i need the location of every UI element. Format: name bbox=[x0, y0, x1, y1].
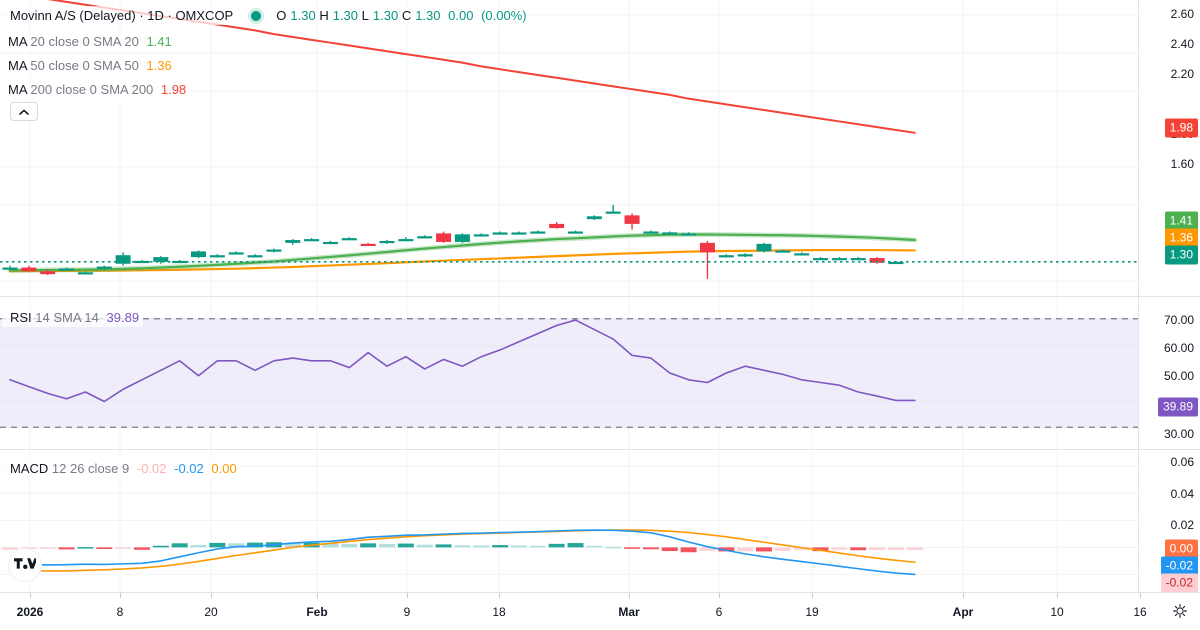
ma50-value: 1.36 bbox=[146, 58, 172, 73]
macd-hist-value: -0.02 bbox=[136, 461, 167, 476]
time-tick: 8 bbox=[116, 605, 124, 619]
rsi-value: 39.89 bbox=[106, 310, 140, 325]
ma200-price-badge: 1.98 bbox=[1164, 118, 1198, 138]
tradingview-logo-icon bbox=[14, 558, 36, 570]
symbol-legend[interactable]: Movinn A/S (Delayed) · 1D · OMXCOP O 1.30… bbox=[2, 6, 531, 25]
rsi-value-badge: 39.89 bbox=[1157, 397, 1198, 417]
time-tick-mark bbox=[963, 593, 964, 598]
time-tick-mark bbox=[812, 593, 813, 598]
macd-line-value: -0.02 bbox=[174, 461, 204, 476]
time-tick: 16 bbox=[1133, 605, 1147, 619]
price-tick: 1.60 bbox=[1170, 157, 1194, 171]
chart-settings-button[interactable] bbox=[1168, 599, 1192, 623]
ma20-name: MA bbox=[8, 34, 27, 49]
ma200-value: 1.98 bbox=[160, 82, 187, 97]
ohlc-high-value: 1.30 bbox=[332, 8, 359, 23]
ohlc-high-label: H bbox=[319, 8, 329, 23]
macd-pane[interactable] bbox=[0, 450, 1138, 592]
chevron-up-icon bbox=[19, 108, 29, 115]
macd-legend[interactable]: MACD 12 26 close 9 -0.02 -0.02 0.00 bbox=[2, 459, 241, 478]
time-tick: Feb bbox=[306, 605, 328, 619]
market-status-dot bbox=[250, 11, 261, 21]
ma200-legend[interactable]: MA 200 close 0 SMA 200 1.98 bbox=[0, 81, 192, 99]
macd-signal-value: 0.00 bbox=[211, 461, 237, 476]
scale-separator-2 bbox=[1138, 449, 1200, 450]
price-tick: 2.40 bbox=[1170, 37, 1194, 51]
ma50-name: MA bbox=[8, 58, 27, 73]
macd-hist-badge: -0.02 bbox=[1160, 573, 1198, 593]
time-tick: 20 bbox=[204, 605, 218, 619]
ohlc-values: O 1.30 H 1.30 L 1.30 C 1.30 0.00 (0.00%) bbox=[276, 8, 526, 23]
time-tick-mark bbox=[1140, 593, 1141, 598]
time-tick-mark bbox=[211, 593, 212, 598]
time-tick: Mar bbox=[618, 605, 640, 619]
rsi-tick: 30.00 bbox=[1163, 427, 1194, 441]
ohlc-low-value: 1.30 bbox=[372, 8, 399, 23]
rsi-tick: 70.00 bbox=[1163, 313, 1194, 327]
ohlc-change: 0.00 bbox=[448, 8, 474, 23]
pane-separator-1 bbox=[0, 296, 1138, 297]
time-tick-mark bbox=[120, 593, 121, 598]
time-tick-mark bbox=[629, 593, 630, 598]
time-scale[interactable]: 2026 8 20 Feb 9 18 Mar 6 19 Apr 10 16 bbox=[0, 592, 1200, 630]
macd-tick: 0.06 bbox=[1170, 455, 1194, 469]
macd-line-badge: -0.02 bbox=[1160, 556, 1198, 576]
rsi-legend[interactable]: RSI 14 SMA 14 39.89 bbox=[2, 308, 144, 327]
ohlc-close-label: C bbox=[401, 8, 412, 23]
ma20-legend[interactable]: MA 20 close 0 SMA 20 1.41 bbox=[0, 33, 177, 51]
time-tick-mark bbox=[317, 593, 318, 598]
macd-args: 12 26 close 9 bbox=[51, 461, 130, 476]
time-tick-mark bbox=[719, 593, 720, 598]
macd-tick: 0.02 bbox=[1170, 518, 1194, 532]
tradingview-logo[interactable] bbox=[8, 548, 42, 582]
ma50-args: 50 close 0 SMA 50 bbox=[30, 58, 139, 73]
last-price-badge: 1.30 bbox=[1164, 245, 1198, 265]
time-tick: 6 bbox=[715, 605, 723, 619]
ma20-value: 1.41 bbox=[146, 34, 172, 49]
ma200-name: MA bbox=[8, 82, 27, 97]
time-tick-mark bbox=[499, 593, 500, 598]
ohlc-open-value: 1.30 bbox=[290, 8, 316, 23]
time-tick-mark bbox=[407, 593, 408, 598]
rsi-tick: 60.00 bbox=[1163, 341, 1194, 355]
ma20-args: 20 close 0 SMA 20 bbox=[30, 34, 139, 49]
price-tick: 2.60 bbox=[1170, 7, 1194, 21]
ohlc-change-percent: (0.00%) bbox=[481, 8, 527, 23]
ma20-price-badge: 1.41 bbox=[1164, 211, 1198, 231]
macd-tick: 0.04 bbox=[1170, 487, 1194, 501]
time-tick: 19 bbox=[805, 605, 819, 619]
rsi-pane[interactable] bbox=[0, 297, 1138, 449]
ohlc-close-value: 1.30 bbox=[415, 8, 441, 23]
ma50-legend[interactable]: MA 50 close 0 SMA 50 1.36 bbox=[0, 57, 177, 75]
ma50-price-badge: 1.36 bbox=[1164, 228, 1198, 248]
time-tick: 18 bbox=[492, 605, 506, 619]
macd-name: MACD bbox=[10, 461, 49, 476]
pane-separator-2 bbox=[0, 449, 1138, 450]
ohlc-low-label: L bbox=[361, 8, 369, 23]
time-tick: Apr bbox=[952, 605, 974, 619]
time-tick: 2026 bbox=[16, 605, 44, 619]
scale-separator-1 bbox=[1138, 296, 1200, 297]
time-tick: 9 bbox=[403, 605, 411, 619]
collapse-legend-button[interactable] bbox=[10, 102, 38, 121]
time-tick-mark bbox=[30, 593, 31, 598]
price-tick: 2.20 bbox=[1170, 67, 1194, 81]
rsi-args: 14 SMA 14 bbox=[35, 310, 99, 325]
time-tick-mark bbox=[1057, 593, 1058, 598]
ma200-args: 200 close 0 SMA 200 bbox=[30, 82, 154, 97]
macd-signal-badge: 0.00 bbox=[1164, 539, 1198, 559]
ohlc-open-label: O bbox=[276, 8, 287, 23]
symbol-title[interactable]: Movinn A/S (Delayed) · 1D · OMXCOP bbox=[10, 8, 233, 23]
rsi-name: RSI bbox=[10, 310, 32, 325]
time-tick: 10 bbox=[1050, 605, 1064, 619]
rsi-tick: 50.00 bbox=[1163, 369, 1194, 383]
gear-icon bbox=[1173, 604, 1187, 618]
